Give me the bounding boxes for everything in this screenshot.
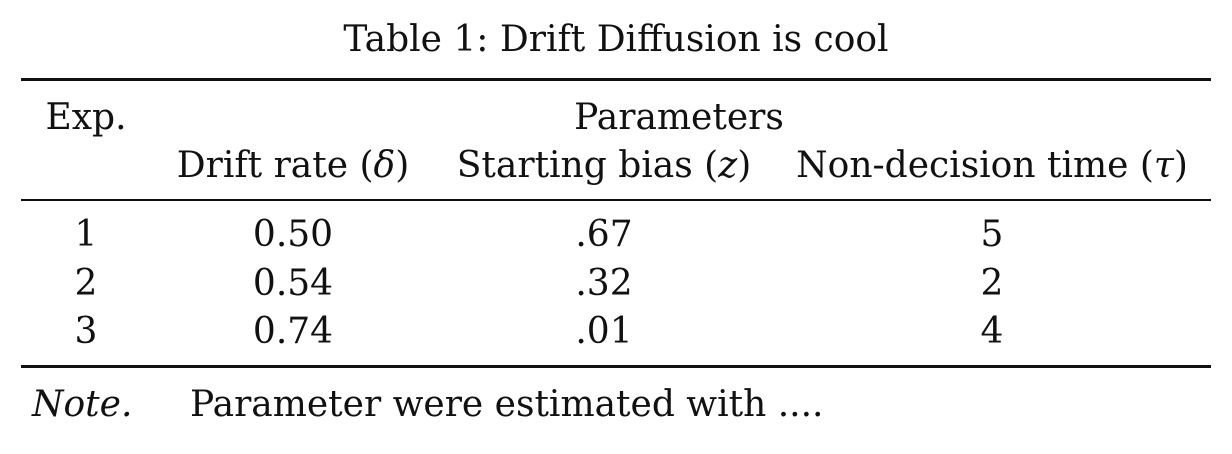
table-bottom-rule xyxy=(21,365,1211,368)
cell-exp: 1 xyxy=(74,214,98,255)
header-parameters-group: Parameters xyxy=(574,97,784,138)
table-top-rule xyxy=(21,78,1211,81)
cell-non-decision-time: 5 xyxy=(980,214,1004,255)
cell-drift-rate: 0.50 xyxy=(252,214,334,255)
header-non-decision-time-close: ) xyxy=(1173,145,1188,186)
table-caption: Table 1: Drift Diffusion is cool xyxy=(343,19,889,60)
header-exp: Exp. xyxy=(45,97,127,138)
note-text: Parameter were estimated with .... xyxy=(190,384,824,425)
header-starting-bias-symbol: z xyxy=(718,145,738,186)
header-non-decision-time-symbol: τ xyxy=(1153,145,1174,186)
cell-drift-rate: 0.54 xyxy=(252,263,334,304)
header-drift-rate: Drift rate (δ) xyxy=(162,144,424,188)
cell-exp: 2 xyxy=(74,263,98,304)
header-drift-rate-symbol: δ xyxy=(373,145,396,186)
header-starting-bias: Starting bias (z) xyxy=(444,144,764,188)
note-label: Note. xyxy=(32,384,133,425)
header-non-decision-time-label: Non-decision time ( xyxy=(796,145,1154,186)
cell-starting-bias: .01 xyxy=(575,311,633,352)
header-starting-bias-label: Starting bias ( xyxy=(456,145,719,186)
header-drift-rate-label: Drift rate ( xyxy=(176,145,374,186)
cell-starting-bias: .32 xyxy=(575,263,633,304)
cell-starting-bias: .67 xyxy=(575,214,633,255)
cell-non-decision-time: 4 xyxy=(980,311,1004,352)
table-mid-rule xyxy=(21,199,1211,201)
header-drift-rate-close: ) xyxy=(395,145,410,186)
cell-drift-rate: 0.74 xyxy=(252,311,334,352)
header-starting-bias-close: ) xyxy=(737,145,752,186)
cell-exp: 3 xyxy=(74,311,98,352)
cell-non-decision-time: 2 xyxy=(980,263,1004,304)
header-non-decision-time: Non-decision time (τ) xyxy=(780,144,1204,188)
